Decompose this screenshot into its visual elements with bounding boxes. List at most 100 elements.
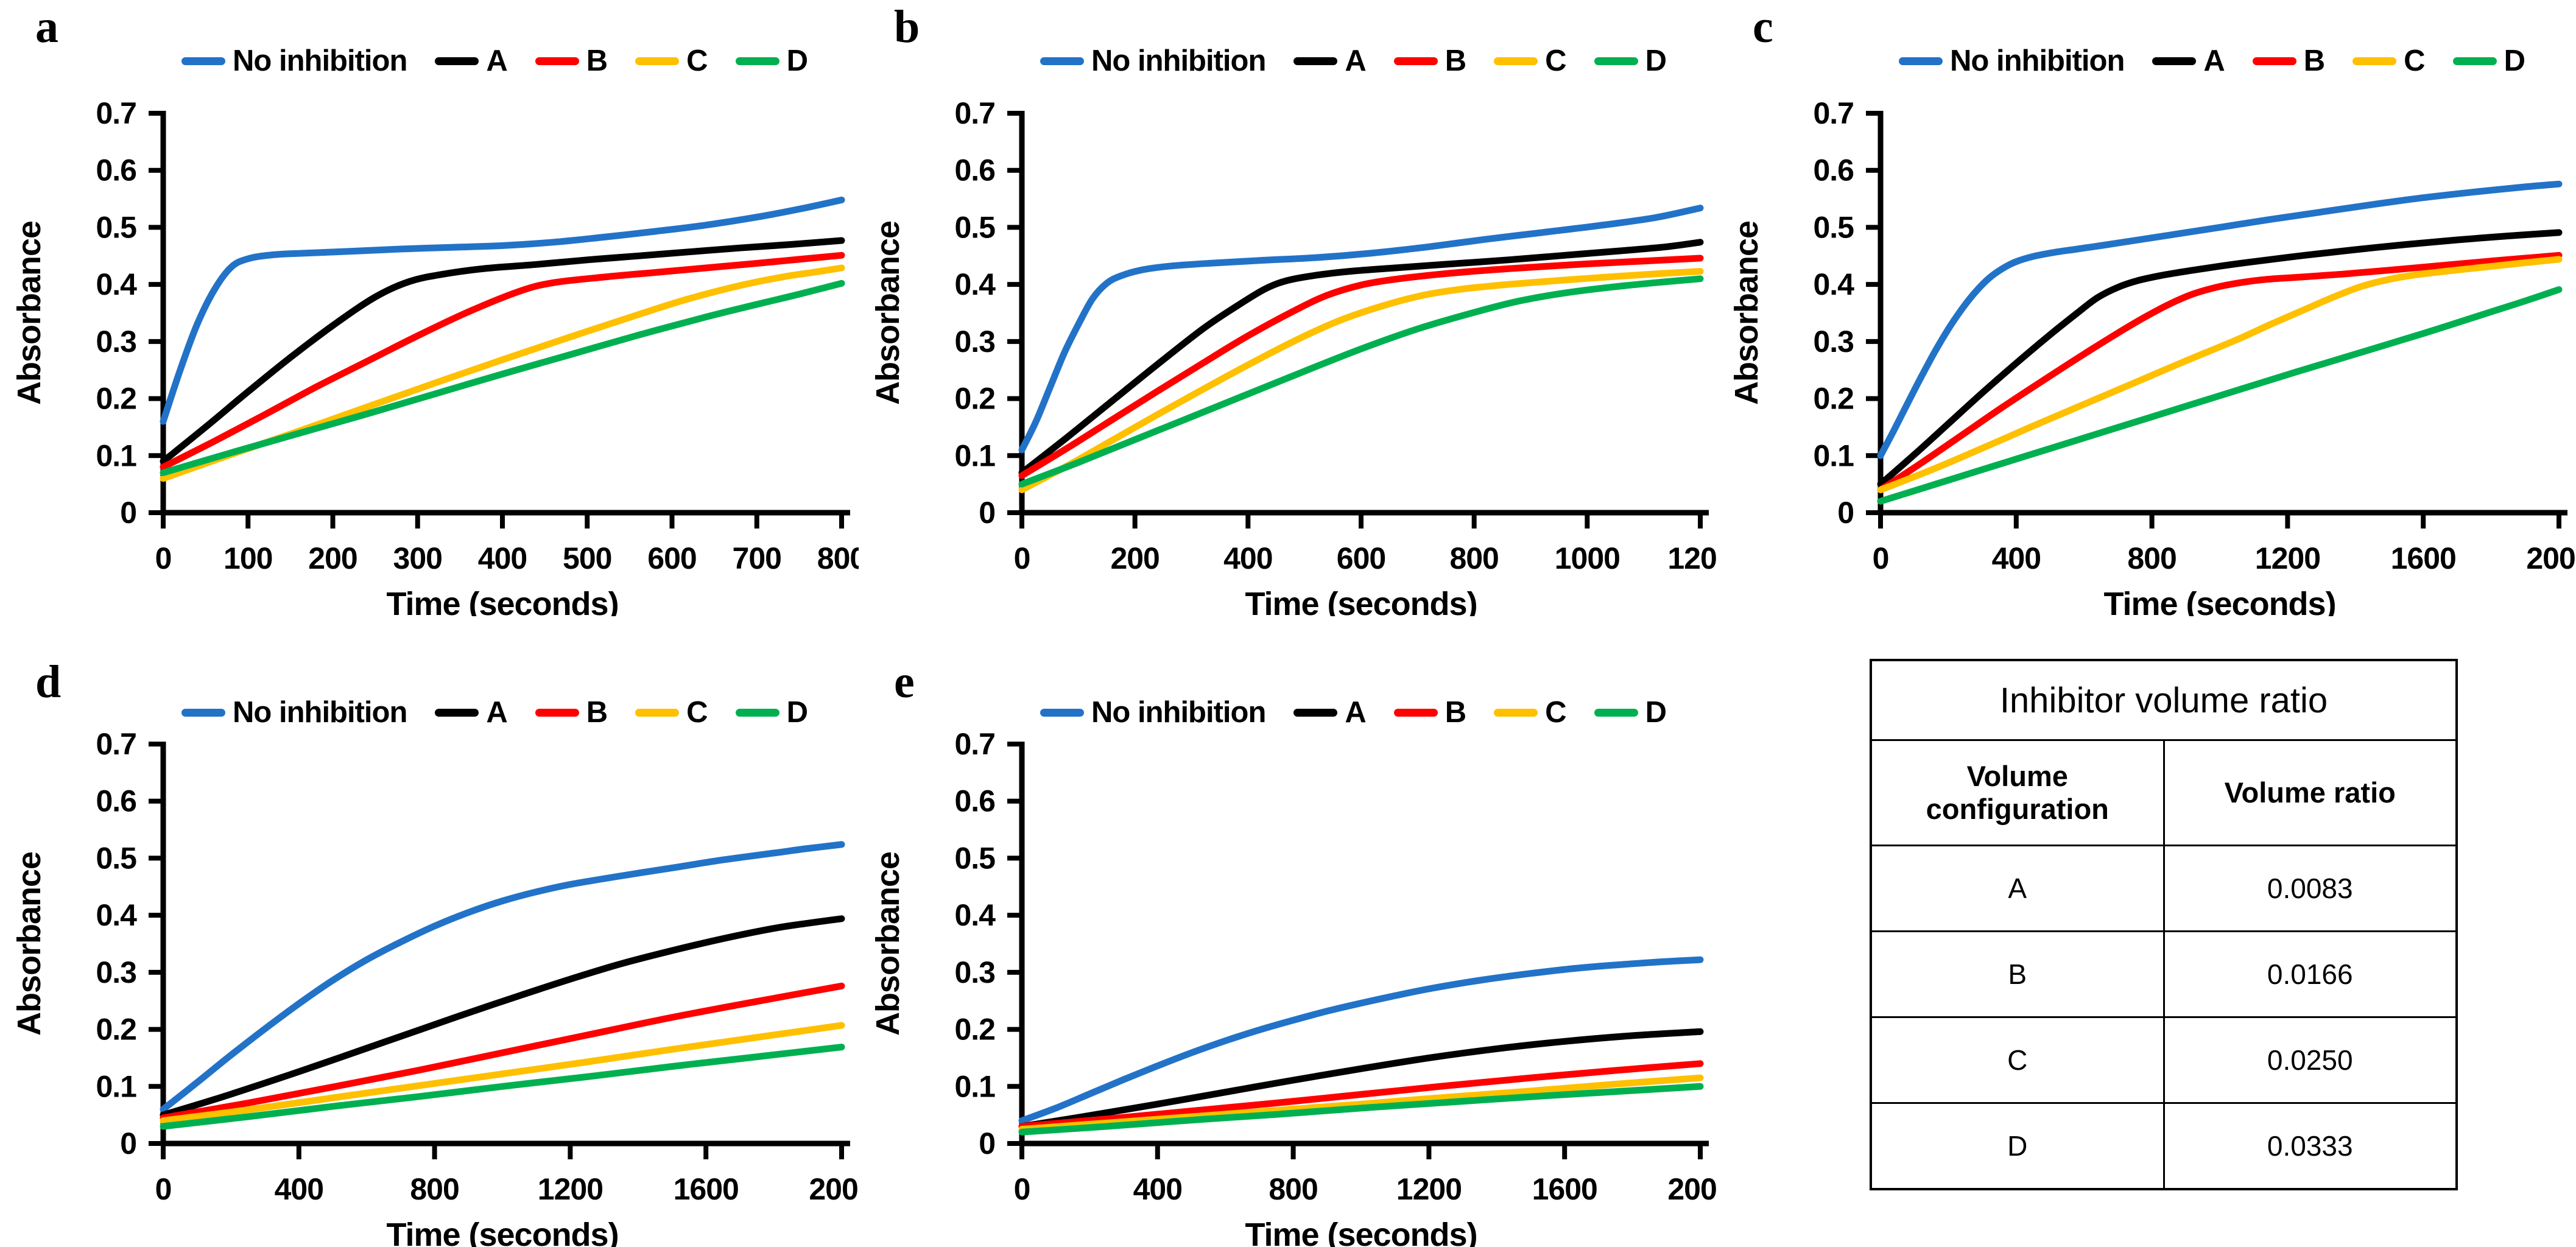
y-tick-label: 0.6 <box>96 784 136 818</box>
panel-label-a: a <box>35 1 58 52</box>
x-tick-label: 400 <box>478 541 527 575</box>
series-lines <box>1877 180 2563 505</box>
legend-label-b: B <box>586 44 608 77</box>
legend-item-c: C <box>635 696 708 729</box>
series-line-no-inhibition <box>160 196 845 425</box>
y-tick-label: 0.4 <box>954 898 996 932</box>
table-row: B 0.0166 <box>1872 930 2455 1018</box>
x-tick-label: 0 <box>155 541 172 575</box>
x-tick-label: 800 <box>2127 541 2176 575</box>
y-tick-label: 0.7 <box>96 96 136 130</box>
series-line-a <box>160 237 845 465</box>
legend-label-a: A <box>1345 44 1366 77</box>
legend-swatch-b <box>2252 57 2296 65</box>
x-tick-label: 800 <box>1269 1172 1317 1206</box>
y-tick-label: 0.5 <box>954 210 995 244</box>
y-tick-label: 0 <box>979 1126 995 1161</box>
legend-label-c: C <box>2404 44 2425 77</box>
legend-item-no-inhibition: No inhibition <box>181 46 407 76</box>
x-axis-title: Time (seconds) <box>386 586 618 616</box>
y-axis-title: Absorbance <box>1728 221 1765 405</box>
table-header-row: Volume configuration Volume ratio <box>1872 741 2455 846</box>
legend-item-d: D <box>735 44 808 77</box>
series-line-a <box>1877 229 2563 488</box>
series-line-a <box>1018 239 1704 476</box>
legend-b: No inhibition A B C D <box>999 46 1708 76</box>
x-tick-label: 1000 <box>1555 541 1620 575</box>
legend-swatch-c <box>635 709 680 717</box>
legend-item-d: D <box>2452 44 2525 77</box>
cell-config-b: B <box>1872 930 2165 1018</box>
series-lines <box>1018 205 1704 493</box>
legend-item-a: A <box>435 44 508 77</box>
legend-item-a: A <box>435 698 508 728</box>
y-tick-label: 0.7 <box>954 727 995 761</box>
series-line-b <box>1877 251 2563 493</box>
col-header-volume-configuration: Volume configuration <box>1872 741 2165 846</box>
y-axis-title: Absorbance <box>11 852 48 1036</box>
legend-swatch-a <box>2152 57 2197 65</box>
series-line-no-inhibition <box>1018 956 1704 1124</box>
x-tick-label: 600 <box>1337 541 1385 575</box>
axes: 0 0.1 0.2 0.3 0.4 0.5 0.6 0.7 0 200 400 600 800 1000 1… <box>954 96 1717 575</box>
table-title: Inhibitor volume ratio <box>1872 661 2455 741</box>
chart-a: 0 0.1 0.2 0.3 0.4 0.5 0.6 0.7 0 100 200 300 400 500 60… <box>11 96 859 616</box>
x-tick-label: 200 <box>308 541 357 575</box>
x-tick-label: 1200 <box>1667 541 1717 575</box>
legend-label-d: D <box>2504 44 2525 77</box>
legend-swatch-b <box>535 57 579 65</box>
legend-item-d: D <box>1594 46 1667 76</box>
legend-item-b: B <box>1393 46 1466 76</box>
y-tick-label: 0.2 <box>954 1013 995 1047</box>
series-line-c <box>1877 256 2563 493</box>
legend-item-a: A <box>1293 44 1367 77</box>
x-tick-label: 200 <box>1110 541 1159 575</box>
legend-label-no-inhibition: No inhibition <box>233 696 407 729</box>
x-tick-label: 1600 <box>674 1172 739 1206</box>
y-tick-label: 0 <box>979 496 995 530</box>
chart-e: 0 0.1 0.2 0.3 0.4 0.5 0.6 0.7 0 400 800 1200 1600 200… <box>870 727 1717 1247</box>
y-tick-label: 0.7 <box>96 727 136 761</box>
y-tick-label: 0.1 <box>96 1069 136 1103</box>
legend-item-a: A <box>2152 46 2225 76</box>
series-line-d <box>1877 286 2563 505</box>
y-tick-label: 0.3 <box>1813 325 1854 359</box>
x-tick-label: 2000 <box>809 1172 859 1206</box>
legend-label-c: C <box>1545 44 1566 77</box>
x-axis-title: Time (seconds) <box>2103 586 2335 616</box>
y-tick-label: 0.5 <box>96 841 136 875</box>
series-line-no-inhibition <box>160 841 845 1113</box>
cell-ratio-d: 0.0333 <box>2163 1102 2455 1188</box>
legend-item-c: C <box>1494 44 1567 77</box>
panel-e: e No inhibition A B C D 0 0.1 0.2 0.3 0.4 0.5 0.6 0… <box>859 621 1717 1247</box>
y-tick-label: 0.1 <box>954 1069 995 1103</box>
legend-label-d: D <box>786 44 808 77</box>
legend-swatch-no-inhibition <box>181 709 226 717</box>
x-tick-label: 400 <box>1133 1172 1182 1206</box>
x-tick-label: 1600 <box>2391 541 2456 575</box>
legend-label-c: C <box>686 44 708 77</box>
y-tick-label: 0.5 <box>954 841 995 875</box>
legend-item-c: C <box>1494 698 1567 728</box>
legend-swatch-no-inhibition <box>1040 709 1085 717</box>
series-line-no-inhibition <box>1018 205 1704 454</box>
x-axis-title: Time (seconds) <box>1245 586 1477 616</box>
legend-label-a: A <box>486 44 507 77</box>
legend-swatch-no-inhibition <box>1899 57 1943 65</box>
ratio-table: Volume configuration Volume ratio A 0.00… <box>1872 741 2455 1188</box>
legend-item-b: B <box>535 698 608 728</box>
legend-item-no-inhibition: No inhibition <box>1040 698 1266 728</box>
x-tick-label: 400 <box>1223 541 1272 575</box>
legend-c: No inhibition A B C D <box>1857 46 2566 76</box>
legend-label-a: A <box>1345 696 1366 729</box>
series-line-a <box>1018 1028 1704 1130</box>
panel-label-d: d <box>35 656 62 708</box>
legend-e: No inhibition A B C D <box>999 698 1708 728</box>
legend-label-c: C <box>686 696 708 729</box>
y-axis-title: Absorbance <box>870 852 906 1036</box>
x-axis-title: Time (seconds) <box>1245 1217 1477 1247</box>
inhibitor-volume-ratio-table: Inhibitor volume ratio Volume configurat… <box>1870 659 2458 1190</box>
cell-config-d: D <box>1872 1102 2165 1188</box>
legend-swatch-c <box>635 57 680 65</box>
legend-swatch-a <box>1293 709 1338 717</box>
